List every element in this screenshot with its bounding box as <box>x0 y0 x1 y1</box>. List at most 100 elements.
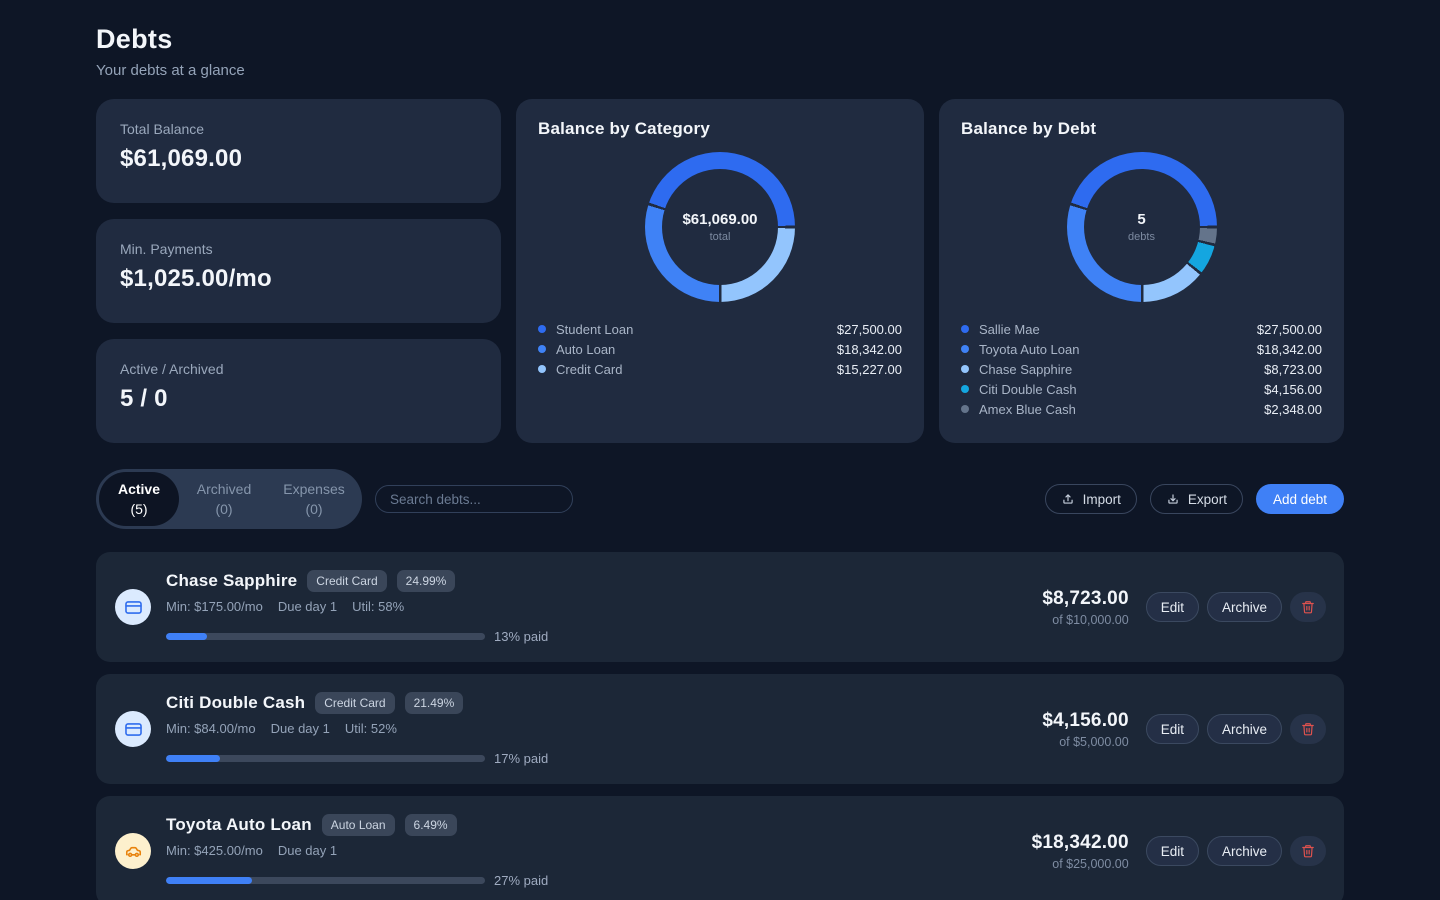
progress-fill <box>166 633 208 640</box>
debt-donut-chart: 5 debts <box>1066 152 1217 302</box>
tab-label: Archived <box>196 481 252 497</box>
debt-list: Chase Sapphire Credit Card 24.99% Min: $… <box>96 552 1344 900</box>
stat-label: Total Balance <box>120 121 205 137</box>
donut-count-label: debts <box>1128 231 1155 243</box>
tab-label: Active <box>117 481 161 497</box>
donut-total-value: $61,069.00 <box>682 211 758 228</box>
stat-value: $1,025.00/mo <box>120 265 272 292</box>
apr-badge: 21.49% <box>404 692 464 714</box>
page-header: Debts Your debts at a glance <box>96 24 1344 79</box>
donut-count-value: 5 <box>1137 211 1146 228</box>
legend-item: Amex Blue Cash $2,348.00 <box>961 399 1322 419</box>
import-label: Import <box>1082 491 1121 507</box>
stat-card-min-payments: Min. Payments $1,025.00/mo <box>96 219 501 323</box>
legend-dot-icon <box>538 325 546 333</box>
balance-of-limit: of $25,000.00 <box>1052 856 1129 871</box>
legend-label: Student Loan <box>556 321 634 337</box>
trash-icon <box>1302 723 1314 736</box>
legend-item: Toyota Auto Loan $18,342.00 <box>961 339 1322 359</box>
legend-dot-icon <box>961 345 969 353</box>
category-badge: Credit Card <box>315 692 395 714</box>
delete-button[interactable] <box>1290 714 1326 744</box>
search-input[interactable] <box>375 485 573 513</box>
apr-badge: 6.49% <box>404 814 457 836</box>
legend-item: Citi Double Cash $4,156.00 <box>961 379 1322 399</box>
debt-meta: Min: $84.00/mo Due day 1 Util: 52% <box>166 721 1042 736</box>
delete-button[interactable] <box>1290 592 1326 622</box>
balance-of-limit: of $10,000.00 <box>1052 612 1129 627</box>
archive-button[interactable]: Archive <box>1206 714 1282 744</box>
page-title: Debts <box>96 24 173 54</box>
download-icon <box>1168 494 1178 504</box>
debt-legend: Sallie Mae $27,500.00 Toyota Auto Loan $… <box>961 319 1322 419</box>
archive-button[interactable]: Archive <box>1206 836 1282 866</box>
legend-label: Chase Sapphire <box>979 361 1073 377</box>
min-payment-text: Min: $175.00/mo <box>166 599 263 614</box>
tab-group: Active (5) Archived (0) Expenses (0) <box>96 469 362 529</box>
debt-row-toyota-auto-loan: Toyota Auto Loan Auto Loan 6.49% Min: $4… <box>96 796 1344 900</box>
delete-button[interactable] <box>1290 836 1326 866</box>
edit-button[interactable]: Edit <box>1145 592 1199 622</box>
due-day-text: Due day 1 <box>277 599 338 614</box>
legend-label: Toyota Auto Loan <box>979 341 1080 357</box>
legend-value: $15,227.00 <box>836 361 902 377</box>
donut-center: $61,069.00 total <box>662 169 778 285</box>
chart-title: Balance by Debt <box>961 119 1097 138</box>
debts-toolbar: Active (5) Archived (0) Expenses (0) Imp… <box>96 469 1344 529</box>
balance-block: $8,723.00 of $10,000.00 <box>1042 588 1128 627</box>
legend-dot-icon <box>961 385 969 393</box>
balance-by-category-card: Balance by Category $61,069.00 total Stu… <box>516 99 924 443</box>
legend-item: Sallie Mae $27,500.00 <box>961 319 1322 339</box>
credit-card-icon <box>115 711 151 747</box>
progress-label: 27% paid <box>494 873 549 888</box>
tab-count: (0) <box>305 501 323 517</box>
progress-fill <box>166 755 221 762</box>
progress-label: 13% paid <box>494 629 549 644</box>
legend-item: Student Loan $27,500.00 <box>538 319 902 339</box>
balance-value: $18,342.00 <box>1031 831 1129 853</box>
add-debt-button[interactable]: Add debt <box>1255 484 1344 514</box>
stat-card-active-archived: Active / Archived 5 / 0 <box>96 339 501 443</box>
min-payment-text: Min: $84.00/mo <box>166 721 256 736</box>
stat-label: Min. Payments <box>120 241 213 257</box>
balance-by-debt-card: Balance by Debt 5 debts Sallie Mae $27,5… <box>939 99 1344 443</box>
legend-value: $27,500.00 <box>1256 321 1322 337</box>
min-payment-text: Min: $425.00/mo <box>166 843 263 858</box>
legend-value: $18,342.00 <box>1256 341 1322 357</box>
edit-button[interactable]: Edit <box>1145 836 1199 866</box>
apr-badge: 24.99% <box>396 570 456 592</box>
utilization-text: Util: 58% <box>352 599 405 614</box>
debt-row-chase-sapphire: Chase Sapphire Credit Card 24.99% Min: $… <box>96 552 1344 662</box>
import-button[interactable]: Import <box>1044 484 1137 514</box>
tab-archived[interactable]: Archived (0) <box>179 472 269 526</box>
legend-item: Auto Loan $18,342.00 <box>538 339 902 359</box>
tab-label: Expenses <box>283 481 345 497</box>
debt-name: Citi Double Cash <box>166 693 306 712</box>
balance-of-limit: of $5,000.00 <box>1059 734 1129 749</box>
stat-card-total-balance: Total Balance $61,069.00 <box>96 99 501 203</box>
export-label: Export <box>1187 491 1227 507</box>
page-subtitle: Your debts at a glance <box>96 62 245 79</box>
tab-count: (5) <box>130 501 148 517</box>
progress-bar <box>166 877 485 884</box>
legend-dot-icon <box>961 325 969 333</box>
legend-dot-icon <box>961 365 969 373</box>
balance-value: $8,723.00 <box>1042 587 1129 609</box>
legend-dot-icon <box>538 345 546 353</box>
category-badge: Auto Loan <box>321 814 395 836</box>
legend-value: $27,500.00 <box>836 321 902 337</box>
tab-active[interactable]: Active (5) <box>99 472 179 526</box>
legend-label: Sallie Mae <box>979 321 1040 337</box>
legend-dot-icon <box>961 405 969 413</box>
export-button[interactable]: Export <box>1149 484 1243 514</box>
chart-title: Balance by Category <box>538 119 710 138</box>
category-badge: Credit Card <box>307 570 387 592</box>
legend-label: Auto Loan <box>556 341 616 357</box>
tab-expenses[interactable]: Expenses (0) <box>269 472 359 526</box>
edit-button[interactable]: Edit <box>1145 714 1199 744</box>
stat-value: $61,069.00 <box>120 145 243 172</box>
legend-label: Amex Blue Cash <box>979 401 1076 417</box>
legend-label: Credit Card <box>556 361 623 377</box>
trash-icon <box>1302 601 1314 614</box>
archive-button[interactable]: Archive <box>1206 592 1282 622</box>
